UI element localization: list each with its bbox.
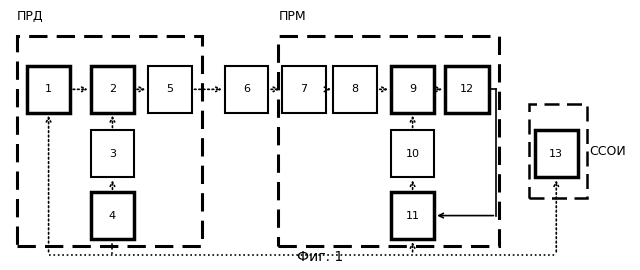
Text: 10: 10 <box>406 149 420 159</box>
Bar <box>278 36 499 247</box>
Text: Фиг. 1: Фиг. 1 <box>297 250 343 264</box>
Text: 13: 13 <box>549 149 563 159</box>
Text: 11: 11 <box>406 211 420 221</box>
Text: 8: 8 <box>351 84 358 94</box>
Text: ПРД: ПРД <box>17 10 44 23</box>
Bar <box>17 36 202 247</box>
Text: 2: 2 <box>109 84 116 94</box>
Bar <box>148 66 191 113</box>
Bar <box>391 192 435 239</box>
Bar <box>391 66 435 113</box>
Text: 5: 5 <box>166 84 173 94</box>
Bar <box>91 66 134 113</box>
Bar <box>529 104 587 198</box>
Bar <box>534 130 578 177</box>
Text: 4: 4 <box>109 211 116 221</box>
Bar <box>333 66 377 113</box>
Text: 7: 7 <box>300 84 308 94</box>
Bar <box>445 66 488 113</box>
Bar <box>91 130 134 177</box>
Bar <box>27 66 70 113</box>
Text: 6: 6 <box>243 84 250 94</box>
Text: 12: 12 <box>460 84 474 94</box>
Text: 9: 9 <box>409 84 416 94</box>
Text: ССОИ: ССОИ <box>589 145 627 158</box>
Text: 1: 1 <box>45 84 52 94</box>
Text: 3: 3 <box>109 149 116 159</box>
Text: ПРМ: ПРМ <box>278 10 306 23</box>
Bar <box>225 66 268 113</box>
Bar <box>391 130 435 177</box>
Bar <box>282 66 326 113</box>
Bar <box>91 192 134 239</box>
